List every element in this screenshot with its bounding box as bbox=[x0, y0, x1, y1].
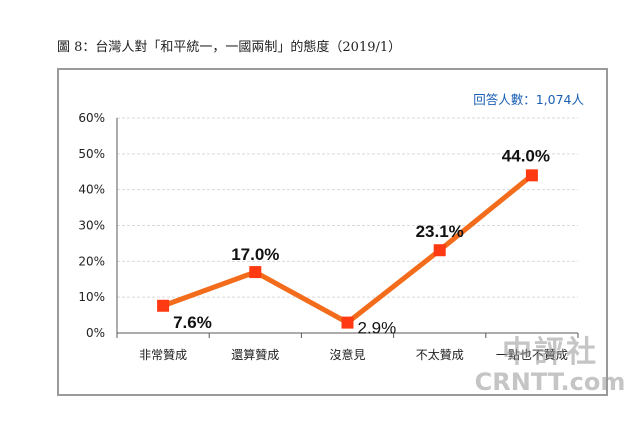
y-tick-label: 0% bbox=[86, 326, 105, 340]
y-tick-label: 50% bbox=[78, 147, 105, 161]
watermark-latin: CRNTT.com bbox=[474, 368, 626, 396]
data-point-marker bbox=[157, 299, 170, 312]
x-category-label: 非常贊成 bbox=[139, 348, 187, 362]
series-line bbox=[162, 173, 534, 326]
data-label: 17.0% bbox=[231, 245, 279, 264]
data-point-marker bbox=[433, 244, 446, 257]
x-category-label: 不太贊成 bbox=[416, 347, 464, 362]
data-point-marker bbox=[525, 169, 538, 182]
y-tick-label: 60% bbox=[78, 111, 105, 125]
watermark: 中評社 CRNTT.com bbox=[470, 335, 630, 396]
x-category-labels: 非常贊成 還算贊成 沒意見 不太贊成 一點也不贊成 bbox=[139, 347, 568, 362]
data-label: 44.0% bbox=[502, 146, 550, 165]
respondents-count: 回答人數：1,074人 bbox=[473, 92, 584, 107]
data-label: 2.9% bbox=[358, 319, 397, 338]
chart-frame: 回答人數：1,074人 bbox=[57, 68, 608, 396]
y-tick-label: 20% bbox=[78, 254, 105, 268]
axes bbox=[116, 118, 579, 338]
y-tick-label: 10% bbox=[78, 290, 105, 304]
x-category-label: 沒意見 bbox=[329, 347, 365, 362]
y-tick-labels: 0% 10% 20% 30% 40% 50% 60% bbox=[78, 111, 105, 340]
data-label: 23.1% bbox=[416, 222, 464, 241]
series-markers bbox=[157, 169, 538, 329]
data-point-marker bbox=[341, 316, 354, 329]
x-category-label: 還算贊成 bbox=[231, 347, 279, 362]
data-point-marker bbox=[249, 266, 262, 279]
data-labels: 7.6% 17.0% 2.9% 23.1% 44.0% bbox=[173, 146, 550, 337]
data-label: 7.6% bbox=[173, 313, 212, 332]
figure-title: 圖 8：台灣人對「和平統一，一國兩制」的態度（2019/1） bbox=[57, 40, 402, 55]
y-tick-label: 40% bbox=[78, 183, 105, 197]
series-line-path bbox=[162, 173, 534, 326]
x-category-label: 一點也不贊成 bbox=[496, 348, 568, 362]
y-tick-label: 30% bbox=[78, 219, 105, 233]
watermark-chinese: 中評社 bbox=[502, 335, 598, 370]
gridlines bbox=[117, 117, 578, 298]
